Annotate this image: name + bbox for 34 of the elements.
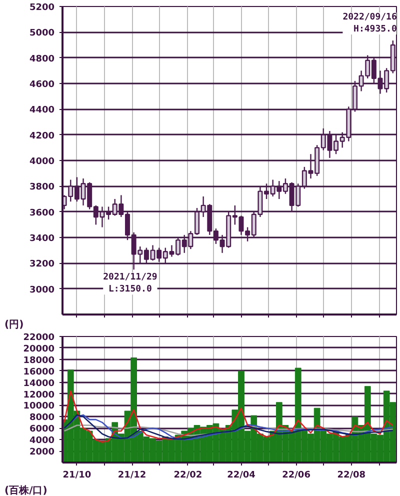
y-tick-label: 5000	[29, 28, 55, 39]
y-tick-label: 8000	[29, 413, 55, 424]
y-tick-label: 3800	[29, 182, 55, 193]
y-tick-label: 6000	[29, 424, 55, 435]
y-tick-label: 16000	[23, 367, 54, 378]
y-tick-label: 18000	[23, 356, 54, 366]
x-tick-label: 22/08	[337, 470, 366, 480]
line-series	[64, 390, 394, 443]
y-axis-title: (円)	[4, 320, 24, 330]
x-tick-label: 22/02	[174, 470, 202, 480]
y-tick-label: 4000	[29, 436, 55, 446]
y-tick-label: 4800	[29, 54, 55, 64]
y-tick-label: 5200	[29, 3, 55, 13]
y-tick-label: 14000	[23, 378, 54, 389]
y-axis-title: (百株/口)	[4, 484, 48, 496]
x-tick-label: 22/04	[227, 470, 256, 480]
x-tick-label: 21/10	[62, 470, 92, 480]
y-tick-label: 4200	[29, 131, 55, 142]
y-tick-label: 4000	[29, 157, 55, 167]
y-tick-label: 2000	[29, 448, 55, 458]
y-tick-label: 12000	[23, 390, 54, 400]
x-tick-label: 21/12	[118, 470, 146, 480]
y-tick-label: 3000	[29, 285, 55, 296]
y-tick-label: 20000	[23, 344, 54, 354]
y-tick-label: 10000	[23, 402, 54, 412]
x-tick-label: 22/06	[282, 470, 310, 480]
annotation: 2021/11/29 L:3150.0	[103, 272, 158, 295]
annotation: 2022/09/16 H:4935.0	[342, 12, 397, 35]
y-tick-label: 4400	[29, 106, 55, 116]
y-tick-label: 4600	[29, 80, 55, 90]
y-tick-label: 3600	[29, 208, 55, 218]
y-tick-label: 3200	[29, 260, 55, 270]
y-tick-label: 3400	[29, 234, 55, 244]
y-tick-label: 22000	[23, 333, 54, 343]
